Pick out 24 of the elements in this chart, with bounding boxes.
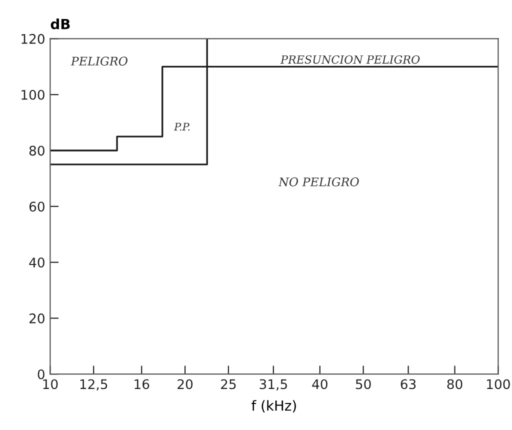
x-tick-label: 25 [221,379,236,390]
x-tick-label: 10 [43,379,58,390]
x-tick-label: 31,5 [260,379,287,391]
annotation: NO PELIGRO [278,177,359,186]
x-tick-label: 100 [487,379,510,390]
y-tick-label: 100 [22,90,44,100]
y-tick-label: 40 [29,258,44,268]
x-tick-label: 40 [312,379,328,390]
y-tick-label: 80 [29,146,44,156]
y-tick-label: 0 [38,369,44,380]
annotation: PRESUNCION PELIGRO [280,55,420,64]
x-tick-label: 50 [356,379,371,390]
x-tick-label: 63 [400,379,416,390]
x-tick-label: 16 [134,379,150,390]
y-tick-label: 20 [29,313,44,324]
x-tick-label: 12,5 [80,379,108,391]
annotation: PELIGRO [70,56,128,66]
y-axis-title: dB [50,18,70,30]
annotation: P.P. [174,122,190,131]
x-tick-label: 80 [447,379,462,390]
x-tick-label: 20 [178,379,193,390]
x-axis-title: f (kHz) [252,400,296,412]
y-tick-label: 120 [22,34,44,44]
y-tick-label: 60 [29,202,44,212]
